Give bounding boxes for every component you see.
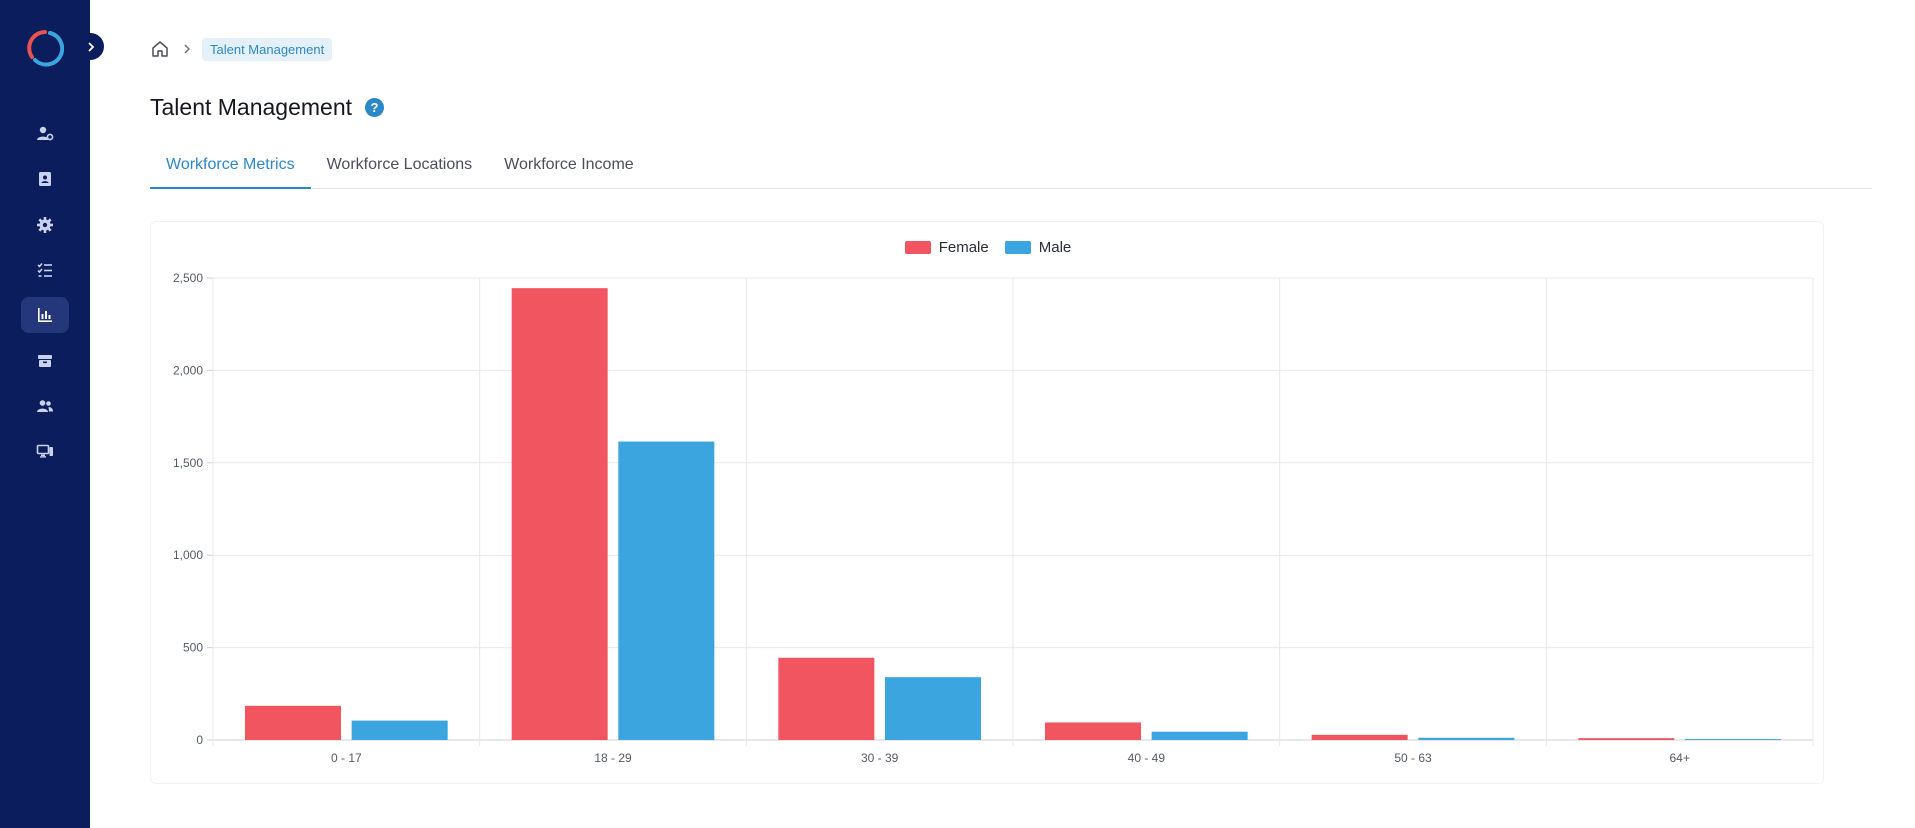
- x-tick-label: 30 - 39: [861, 751, 899, 765]
- nav-item-analytics[interactable]: [21, 297, 69, 333]
- y-tick-label: 0: [196, 733, 203, 747]
- nav-item-contacts[interactable]: [21, 161, 69, 197]
- legend-item-male[interactable]: Male: [1004, 239, 1072, 256]
- x-tick-label: 40 - 49: [1128, 751, 1166, 765]
- nav-item-checklist[interactable]: [21, 252, 69, 288]
- nav-item-devices[interactable]: [21, 433, 69, 469]
- nav-item-user-settings[interactable]: [21, 116, 69, 152]
- chevron-right-icon: [87, 41, 94, 52]
- gear-icon: [37, 217, 53, 233]
- user-gear-icon: [37, 126, 54, 141]
- page-title: Talent Management: [150, 94, 353, 120]
- bar-male: [351, 720, 448, 740]
- chart-legend: Female Male: [151, 239, 1825, 256]
- chart-card: Female Male 0 500 1,000 1,500 2,000 2,500 0 - …: [150, 221, 1824, 784]
- bar-chart: 0 500 1,000 1,500 2,000 2,500 0 - 17 18 - 29 30 …: [173, 271, 1814, 765]
- nav-item-team[interactable]: [21, 388, 69, 424]
- bar-male: [618, 441, 715, 740]
- breadcrumb: Talent Management: [150, 37, 333, 61]
- bar-male: [1151, 731, 1248, 740]
- devices-icon: [36, 444, 53, 458]
- x-tick-label: 50 - 63: [1394, 751, 1432, 765]
- bar-male: [885, 677, 981, 740]
- bar-female: [511, 288, 608, 740]
- x-tick-label: 18 - 29: [594, 751, 632, 765]
- y-tick-label: 500: [183, 641, 203, 655]
- bar-female: [778, 657, 875, 740]
- tab-workforce-income[interactable]: Workforce Income: [504, 156, 634, 173]
- legend-swatch-male: [1004, 241, 1031, 254]
- y-tick-label: 1,500: [173, 456, 203, 470]
- bar-chart-icon: [38, 308, 52, 322]
- sidebar: [0, 0, 90, 828]
- legend-label-male: Male: [1038, 239, 1072, 256]
- users-icon: [37, 400, 53, 412]
- legend-label-female: Female: [938, 239, 989, 256]
- help-icon[interactable]: ?: [365, 98, 385, 117]
- logo-icon: [27, 30, 64, 67]
- x-tick-label: 64+: [1669, 751, 1689, 765]
- nav-item-settings[interactable]: [21, 207, 69, 243]
- y-tick-label: 2,000: [173, 363, 203, 377]
- y-tick-label: 2,500: [173, 271, 203, 285]
- nav-item-inventory[interactable]: [21, 343, 69, 379]
- bar-male: [1685, 739, 1781, 740]
- breadcrumb-current[interactable]: Talent Management: [202, 37, 333, 61]
- home-icon[interactable]: [150, 39, 170, 59]
- box-icon: [38, 355, 52, 367]
- main-content: Talent Management Talent Management ? Wo…: [150, 0, 1872, 828]
- chevron-right-icon: [184, 44, 190, 54]
- title-row: Talent Management ?: [150, 94, 385, 121]
- x-tick-label: 0 - 17: [331, 751, 362, 765]
- sidebar-expand-button[interactable]: [77, 33, 104, 60]
- bar-male: [1418, 737, 1515, 740]
- tab-workforce-metrics[interactable]: Workforce Metrics: [150, 152, 311, 189]
- bar-female: [1045, 722, 1141, 740]
- bar-female: [1311, 734, 1408, 740]
- tab-bar: Workforce Metrics Workforce Locations Wo…: [150, 152, 1872, 189]
- tab-workforce-locations[interactable]: Workforce Locations: [326, 156, 473, 173]
- legend-swatch-female: [904, 241, 931, 254]
- checklist-icon: [37, 262, 52, 277]
- y-tick-label: 1,000: [173, 548, 203, 562]
- contact-book-icon: [39, 172, 51, 186]
- bar-female: [245, 705, 341, 740]
- bar-female: [1578, 738, 1675, 740]
- legend-item-female[interactable]: Female: [904, 239, 989, 256]
